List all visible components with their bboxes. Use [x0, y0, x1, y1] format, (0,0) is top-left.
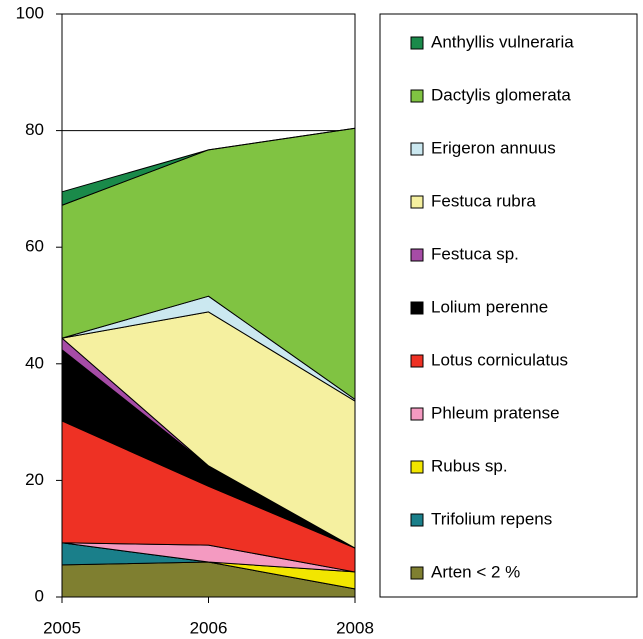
x-tick-label: 2008	[336, 618, 374, 637]
legend-label: Arten < 2 %	[431, 562, 520, 581]
y-tick-label: 0	[35, 586, 44, 605]
legend-label: Festuca sp.	[431, 244, 519, 263]
legend-swatch	[410, 513, 424, 527]
legend-label: Anthyllis vulneraria	[431, 32, 574, 51]
y-tick-label: 100	[16, 3, 44, 22]
legend-swatch	[410, 354, 424, 368]
legend-label: Lotus corniculatus	[431, 350, 568, 369]
legend-label: Rubus sp.	[431, 456, 508, 475]
legend-label: Dactylis glomerata	[431, 85, 571, 104]
legend-swatch	[410, 460, 424, 474]
legend-swatch	[410, 301, 424, 315]
y-tick-label: 40	[25, 353, 44, 372]
legend-label: Festuca rubra	[431, 191, 536, 210]
legend-swatch	[410, 36, 424, 50]
legend-swatch	[410, 195, 424, 209]
legend-swatch	[410, 407, 424, 421]
legend-label: Phleum pratense	[431, 403, 560, 422]
y-tick-label: 20	[25, 470, 44, 489]
legend-label: Erigeron annuus	[431, 138, 556, 157]
x-tick-label: 2005	[43, 618, 81, 637]
x-tick-label: 2006	[190, 618, 228, 637]
y-tick-label: 80	[25, 120, 44, 139]
legend-swatch	[410, 142, 424, 156]
legend-label: Trifolium repens	[431, 509, 552, 528]
legend-swatch	[410, 566, 424, 580]
legend-swatch	[410, 248, 424, 262]
legend-label: Lolium perenne	[431, 297, 548, 316]
y-tick-label: 60	[25, 237, 44, 256]
legend-swatch	[410, 89, 424, 103]
